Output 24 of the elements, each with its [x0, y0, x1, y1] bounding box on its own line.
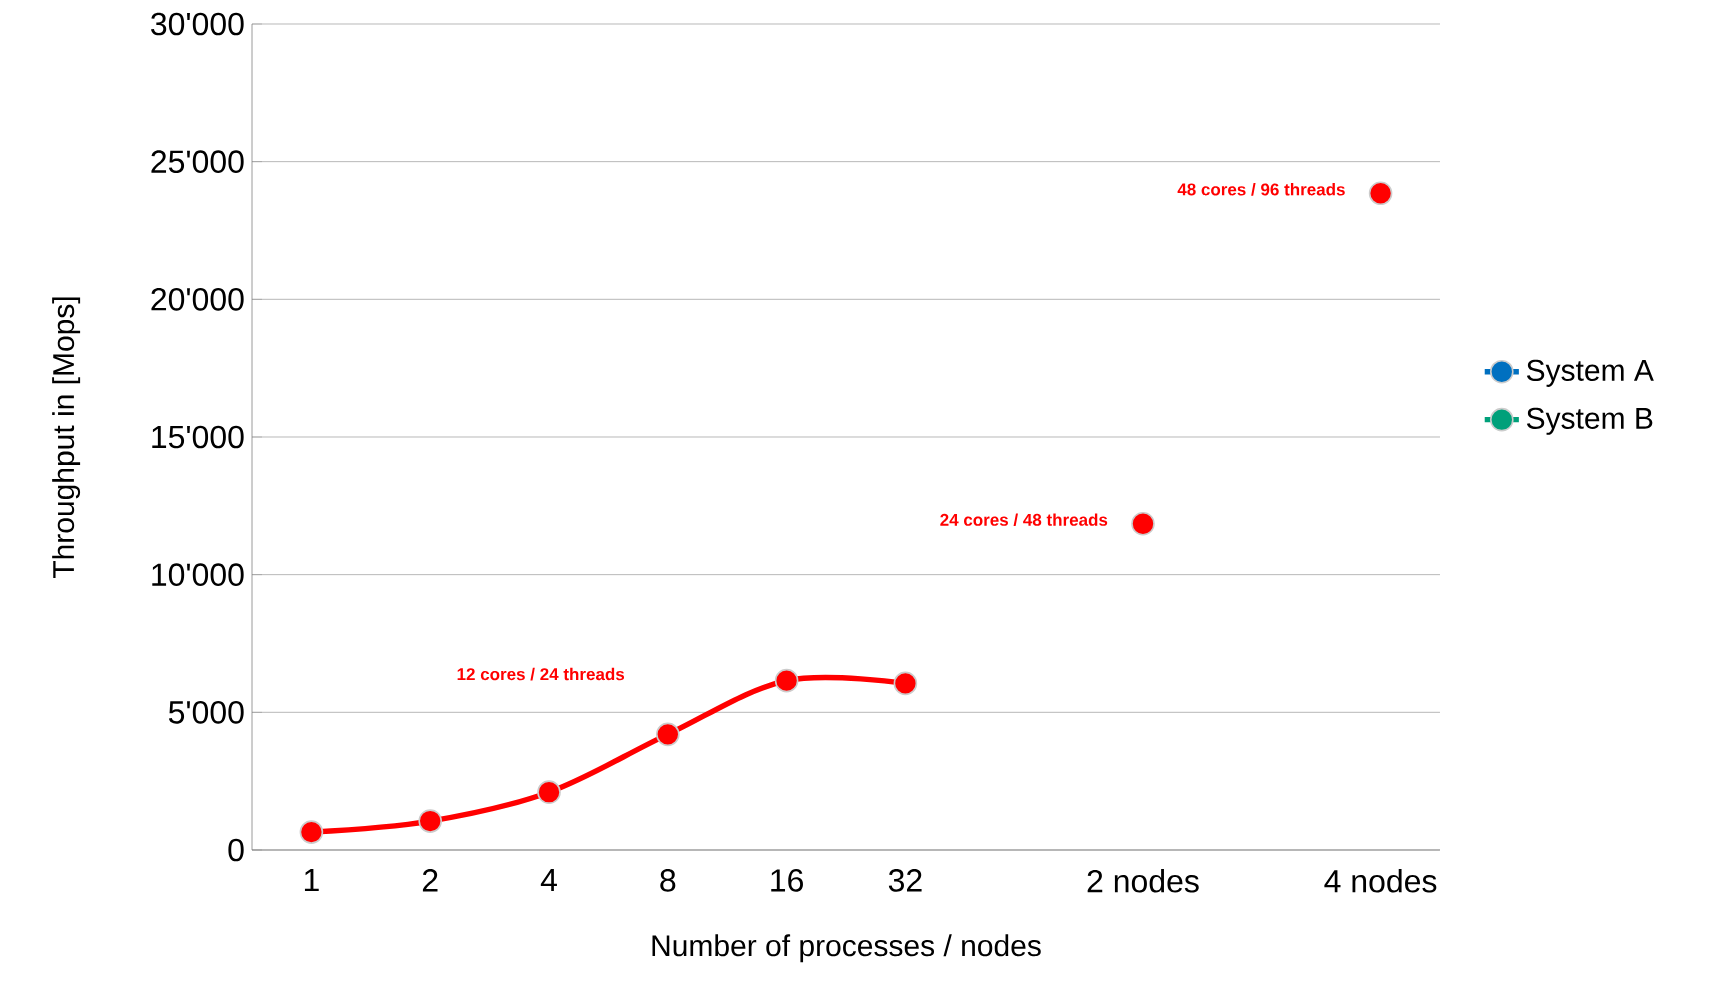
x-axis-title: Number of processes / nodes	[652, 934, 1041, 963]
x-tick-label: 4 nodes	[1324, 869, 1437, 893]
y-tick-label: 20'000	[151, 288, 244, 311]
x-tick-label: 32	[888, 869, 922, 892]
annotation: 48 cores / 96 threads	[1177, 182, 1345, 196]
legend-label: System B	[1526, 407, 1653, 435]
y-tick-label: 15'000	[152, 425, 244, 449]
y-tick-label: 10'000	[152, 563, 244, 586]
point	[1131, 511, 1155, 536]
y-tick-label: 30'000	[151, 12, 244, 36]
x-tick-label: 2 nodes	[1087, 869, 1199, 893]
y-tick-label: 5'000	[168, 701, 244, 724]
x-tick-label: 16	[771, 869, 803, 892]
y-tick-label: 0	[228, 838, 244, 862]
x-tick-label: 2	[422, 869, 438, 892]
point	[1368, 181, 1393, 206]
x-tick-label: 8	[660, 869, 676, 892]
annotation: 24 cores / 48 threads	[940, 513, 1108, 527]
y-axis-title: Throughput in [Mops]	[52, 297, 81, 579]
y-tick-label: 25'000	[151, 150, 244, 173]
x-tick-label: 4	[540, 869, 557, 892]
annotation: 12 cores / 24 threads	[457, 667, 625, 681]
x-tick-label: 1	[304, 869, 319, 892]
legend-label: System A	[1526, 359, 1654, 387]
